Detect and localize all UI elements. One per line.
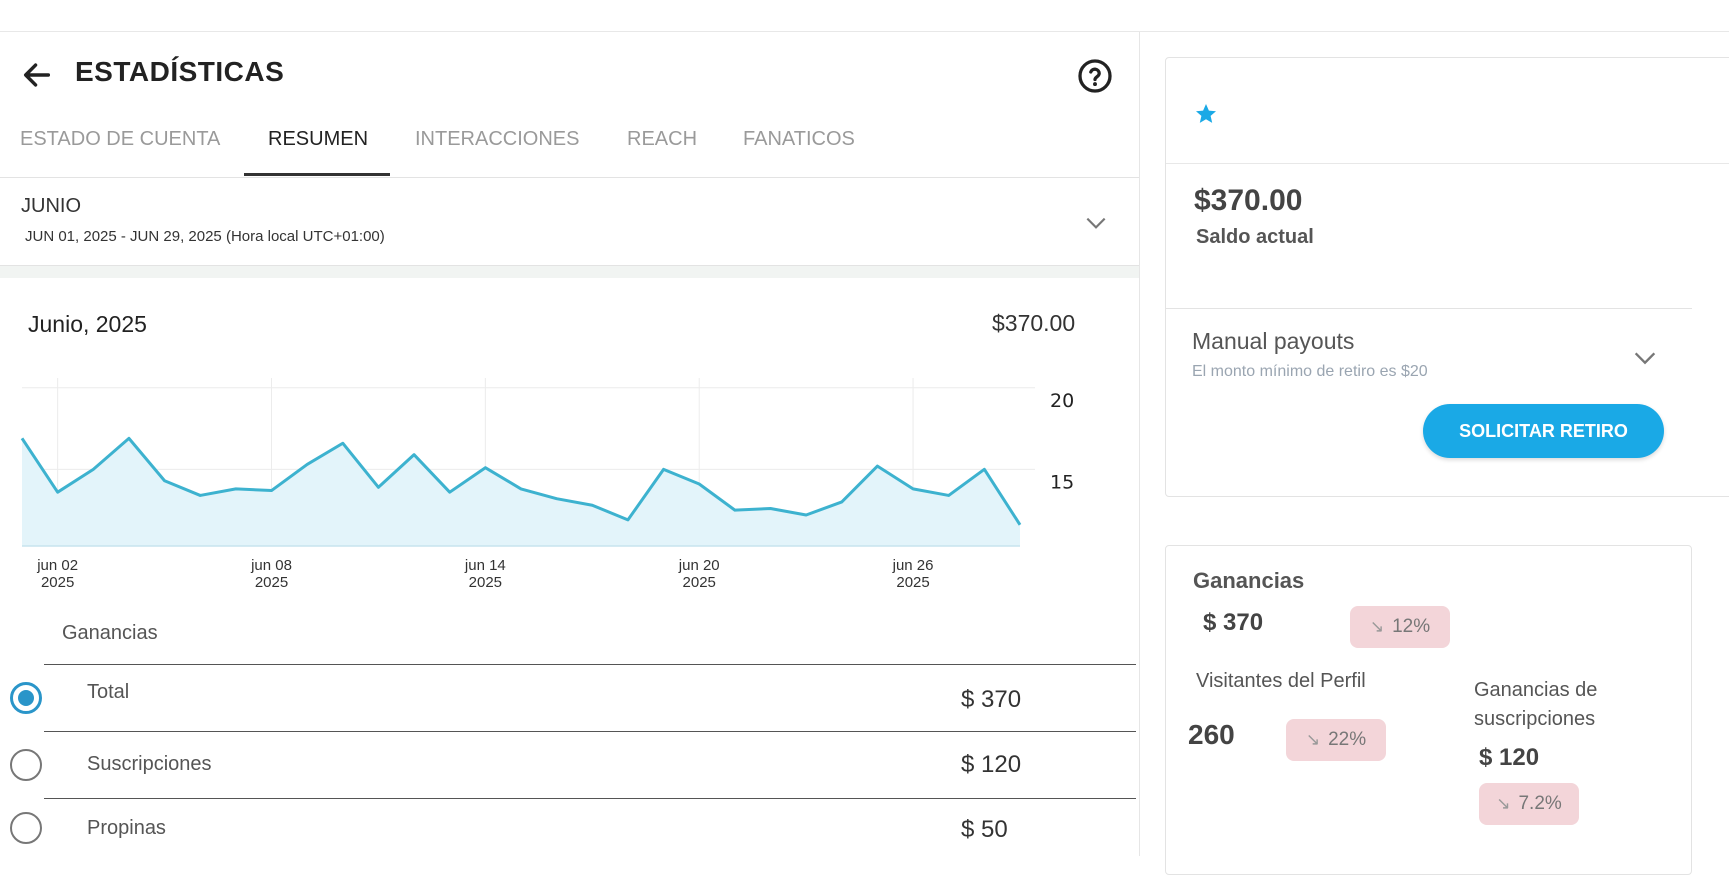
tab-bar: ESTADO DE CUENTA RESUMEN INTERACCIONES R…	[0, 120, 1139, 178]
row-divider	[44, 664, 1136, 665]
payout-method-title: Manual payouts	[1192, 328, 1354, 355]
trend-down-icon: ↘	[1496, 794, 1510, 814]
earnings-value: $ 370	[1203, 609, 1263, 637]
star-icon	[1194, 102, 1218, 126]
earnings-change-badge: ↘12%	[1350, 606, 1450, 648]
chevron-down-icon[interactable]	[1631, 344, 1659, 372]
x-tick-year: 2025	[41, 574, 74, 591]
request-withdrawal-button[interactable]: SOLICITAR RETIRO	[1423, 404, 1664, 458]
payout-minimum-note: El monto mínimo de retiro es $20	[1192, 363, 1428, 381]
row-label-total: Total	[87, 681, 129, 704]
page-header: ESTADÍSTICAS	[0, 32, 1139, 92]
period-timezone: (Hora local UTC+01:00)	[226, 228, 385, 245]
section-separator	[0, 266, 1139, 278]
top-bar	[0, 0, 1729, 32]
tab-interacciones[interactable]: INTERACCIONES	[415, 128, 579, 151]
chart-title: Junio, 2025	[28, 311, 147, 338]
x-tick-label: jun 14	[464, 557, 506, 574]
card-divider	[1166, 163, 1729, 164]
period-name: JUNIO	[21, 195, 81, 218]
y-tick-label: 15	[1050, 471, 1074, 493]
back-arrow-icon[interactable]	[20, 58, 54, 92]
trend-down-icon: ↘	[1370, 617, 1384, 637]
row-label-suscripciones: Suscripciones	[87, 753, 212, 776]
x-tick-year: 2025	[896, 574, 929, 591]
area-fill	[22, 438, 1020, 546]
x-tick-label: jun 02	[36, 557, 78, 574]
x-tick-year: 2025	[255, 574, 288, 591]
radio-total[interactable]	[10, 682, 42, 714]
row-divider	[44, 731, 1136, 732]
row-divider	[44, 798, 1136, 799]
x-tick-label: jun 08	[250, 557, 292, 574]
balance-card: $370.00 Saldo actual Manual payouts El m…	[1165, 57, 1729, 497]
row-value-total: $ 370	[961, 686, 1021, 714]
period-dates: JUN 01, 2025 - JUN 29, 2025	[25, 228, 222, 245]
visitors-title: Visitantes del Perfil	[1196, 670, 1366, 693]
y-tick-label: 20	[1050, 390, 1074, 412]
period-range: JUN 01, 2025 - JUN 29, 2025 (Hora local …	[25, 228, 385, 245]
x-tick-year: 2025	[683, 574, 716, 591]
x-tick-label: jun 26	[892, 557, 934, 574]
subscriptions-earnings-title: Ganancias de suscripciones	[1474, 676, 1634, 734]
help-icon[interactable]	[1077, 58, 1113, 94]
chevron-down-icon[interactable]	[1083, 210, 1109, 236]
row-label-propinas: Propinas	[87, 817, 166, 840]
earnings-section-label: Ganancias	[62, 622, 158, 645]
subscriptions-earnings-value: $ 120	[1479, 744, 1539, 772]
visitors-value: 260	[1188, 719, 1235, 751]
tab-estado-de-cuenta[interactable]: ESTADO DE CUENTA	[20, 128, 220, 151]
trend-down-icon: ↘	[1306, 730, 1320, 750]
radio-propinas[interactable]	[10, 812, 42, 844]
current-balance-label: Saldo actual	[1196, 226, 1314, 249]
active-tab-indicator	[244, 173, 390, 176]
tab-fanaticos[interactable]: FANATICOS	[743, 128, 855, 151]
tab-resumen[interactable]: RESUMEN	[268, 128, 368, 151]
tab-reach[interactable]: REACH	[627, 128, 697, 151]
column-divider	[1139, 32, 1140, 856]
x-tick-year: 2025	[469, 574, 502, 591]
card-divider	[1166, 308, 1692, 309]
chart-total: $370.00	[992, 310, 1075, 337]
x-tick-label: jun 20	[678, 557, 720, 574]
subscriptions-change-badge: ↘7.2%	[1479, 783, 1579, 825]
row-value-suscripciones: $ 120	[961, 751, 1021, 779]
radio-suscripciones[interactable]	[10, 749, 42, 781]
period-selector[interactable]: JUNIO JUN 01, 2025 - JUN 29, 2025 (Hora …	[0, 178, 1139, 266]
stats-card: Ganancias $ 370 ↘12% Visitantes del Perf…	[1165, 545, 1692, 875]
row-value-propinas: $ 50	[961, 816, 1008, 844]
current-balance: $370.00	[1194, 184, 1302, 218]
page-title: ESTADÍSTICAS	[75, 56, 284, 88]
visitors-change-badge: ↘22%	[1286, 719, 1386, 761]
stats-title: Ganancias	[1193, 568, 1304, 594]
